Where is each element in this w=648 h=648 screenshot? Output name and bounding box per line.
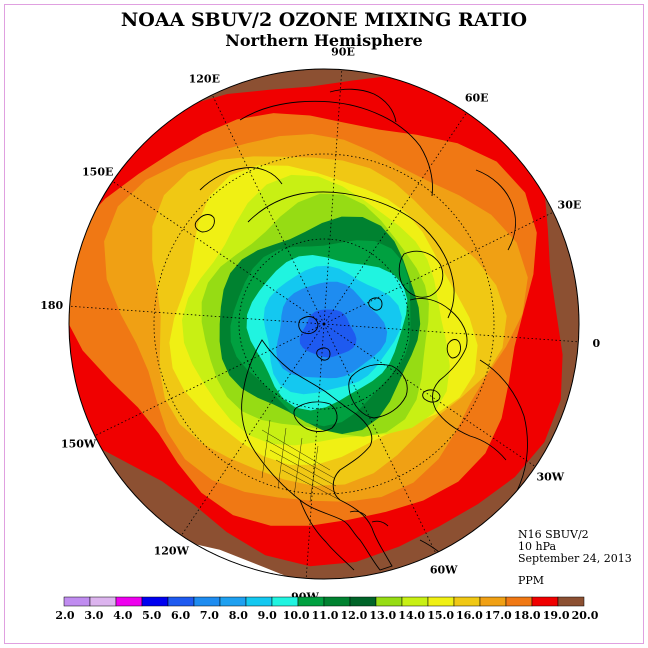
coastline-greenland <box>348 364 408 419</box>
meridian-line <box>211 94 325 325</box>
colorbar-swatch <box>323 596 351 607</box>
coastline-caribbean <box>349 510 389 527</box>
figure-frame <box>4 4 644 644</box>
info-units: PPM <box>518 574 544 587</box>
colorbar-tick-label: 9.0 <box>258 609 277 622</box>
coastline-central-america <box>299 499 355 571</box>
colorbar-tick-label: 17.0 <box>485 609 512 622</box>
colorbar-swatch <box>427 596 455 607</box>
longitude-label: 120E <box>189 73 220 86</box>
coastline-asia-north <box>239 100 433 197</box>
longitude-label: 30E <box>558 198 582 211</box>
meridian-line <box>323 323 579 343</box>
colorbar-swatch <box>63 596 91 607</box>
meridian-line <box>323 323 536 467</box>
colorbar: 2.0 3.0 4.0 5.0 6.0 7.0 8.0 9.0 10.0 11.0 12.0 13.0… <box>55 596 599 622</box>
map-subtitle: Northern Hemisphere <box>225 31 422 50</box>
polar-map-disk <box>69 69 579 579</box>
coastline-arctic-islands <box>298 316 331 361</box>
info-date: September 24, 2013 <box>518 552 632 565</box>
colorbar-tick-label: 2.0 <box>55 609 74 622</box>
latitude-circle <box>238 238 410 410</box>
colorbar-swatch <box>297 596 325 607</box>
colorbar-swatch <box>89 596 117 607</box>
colorbar-tick-label: 7.0 <box>200 609 219 622</box>
colorbar-tick-label: 15.0 <box>427 609 454 622</box>
colorbar-tick-label: 10.0 <box>283 609 310 622</box>
coastline-europe <box>409 298 507 461</box>
colorbar-tick-label: 20.0 <box>572 609 599 622</box>
graticule <box>69 69 579 579</box>
colorbar-tick-label: 5.0 <box>142 609 161 622</box>
coastline-uk <box>446 339 461 359</box>
colorbar-swatch <box>245 596 273 607</box>
ozone-band-6-7 <box>299 309 357 358</box>
longitude-label: 180 <box>40 299 63 312</box>
colorbar-swatch <box>557 596 585 607</box>
colorbar-tick-label: 19.0 <box>543 609 570 622</box>
meridian-line <box>323 323 437 554</box>
colorbar-tick-label: 16.0 <box>456 609 483 622</box>
longitude-label: 150W <box>61 438 97 451</box>
meridian-line <box>112 181 325 325</box>
colorbar-swatch <box>531 596 559 607</box>
coastline-north-america <box>241 339 393 571</box>
colorbar-swatch <box>219 596 247 607</box>
colorbar-swatch <box>401 596 429 607</box>
ozone-contour-bands <box>69 69 579 579</box>
colorbar-tick-label: 12.0 <box>341 609 368 622</box>
colorbar-swatch <box>375 596 403 607</box>
meridian-line <box>323 211 554 325</box>
colorbar-swatch <box>193 596 221 607</box>
info-instrument: N16 SBUV/2 <box>518 528 589 541</box>
coastline-siberia-east <box>199 167 283 191</box>
info-level: 10 hPa <box>518 540 556 553</box>
coastline-iceland <box>422 389 441 403</box>
colorbar-swatch <box>453 596 481 607</box>
meridian-line <box>305 323 325 579</box>
meridian-line <box>323 112 467 325</box>
coastline-india-arabia <box>329 88 516 251</box>
colorbar-swatch <box>115 596 143 607</box>
longitude-label: 0 <box>592 337 600 350</box>
longitude-label: 90E <box>331 46 355 59</box>
colorbar-swatch <box>479 596 507 607</box>
colorbar-tick-label: 3.0 <box>84 609 103 622</box>
coastline-asia <box>247 191 455 319</box>
meridian-line <box>94 323 325 437</box>
colorbar-tick-label: 8.0 <box>229 609 248 622</box>
colorbar-tick-label: 11.0 <box>312 609 339 622</box>
longitude-label: 30W <box>536 471 564 484</box>
latitude-circle <box>153 153 495 495</box>
coastline-scandinavia <box>398 250 444 298</box>
coastline-hudson-bay <box>293 401 338 432</box>
colorbar-swatch <box>349 596 377 607</box>
longitude-label: 60W <box>430 563 458 576</box>
colorbar-tick-label: 14.0 <box>398 609 425 622</box>
meridian-line <box>181 323 325 536</box>
coastline-svalbard <box>368 297 383 311</box>
colorbar-swatch <box>271 596 299 607</box>
us-states-grid <box>261 419 341 503</box>
meridian-line <box>323 69 343 325</box>
colorbar-swatch <box>167 596 195 607</box>
map-title: NOAA SBUV/2 OZONE MIXING RATIO <box>121 9 527 31</box>
colorbar-swatch <box>141 596 169 607</box>
longitude-label: 150E <box>82 165 113 178</box>
colorbar-tick-label: 18.0 <box>514 609 541 622</box>
longitude-label: 120W <box>154 544 190 557</box>
meridian-line <box>69 305 325 325</box>
longitude-label: 60E <box>465 92 489 105</box>
coastline-japan <box>194 214 215 233</box>
map-boundary <box>68 68 580 580</box>
colorbar-tick-label: 4.0 <box>113 609 132 622</box>
colorbar-tick-label: 6.0 <box>171 609 190 622</box>
colorbar-swatch <box>505 596 533 607</box>
colorbar-tick-label: 13.0 <box>369 609 396 622</box>
